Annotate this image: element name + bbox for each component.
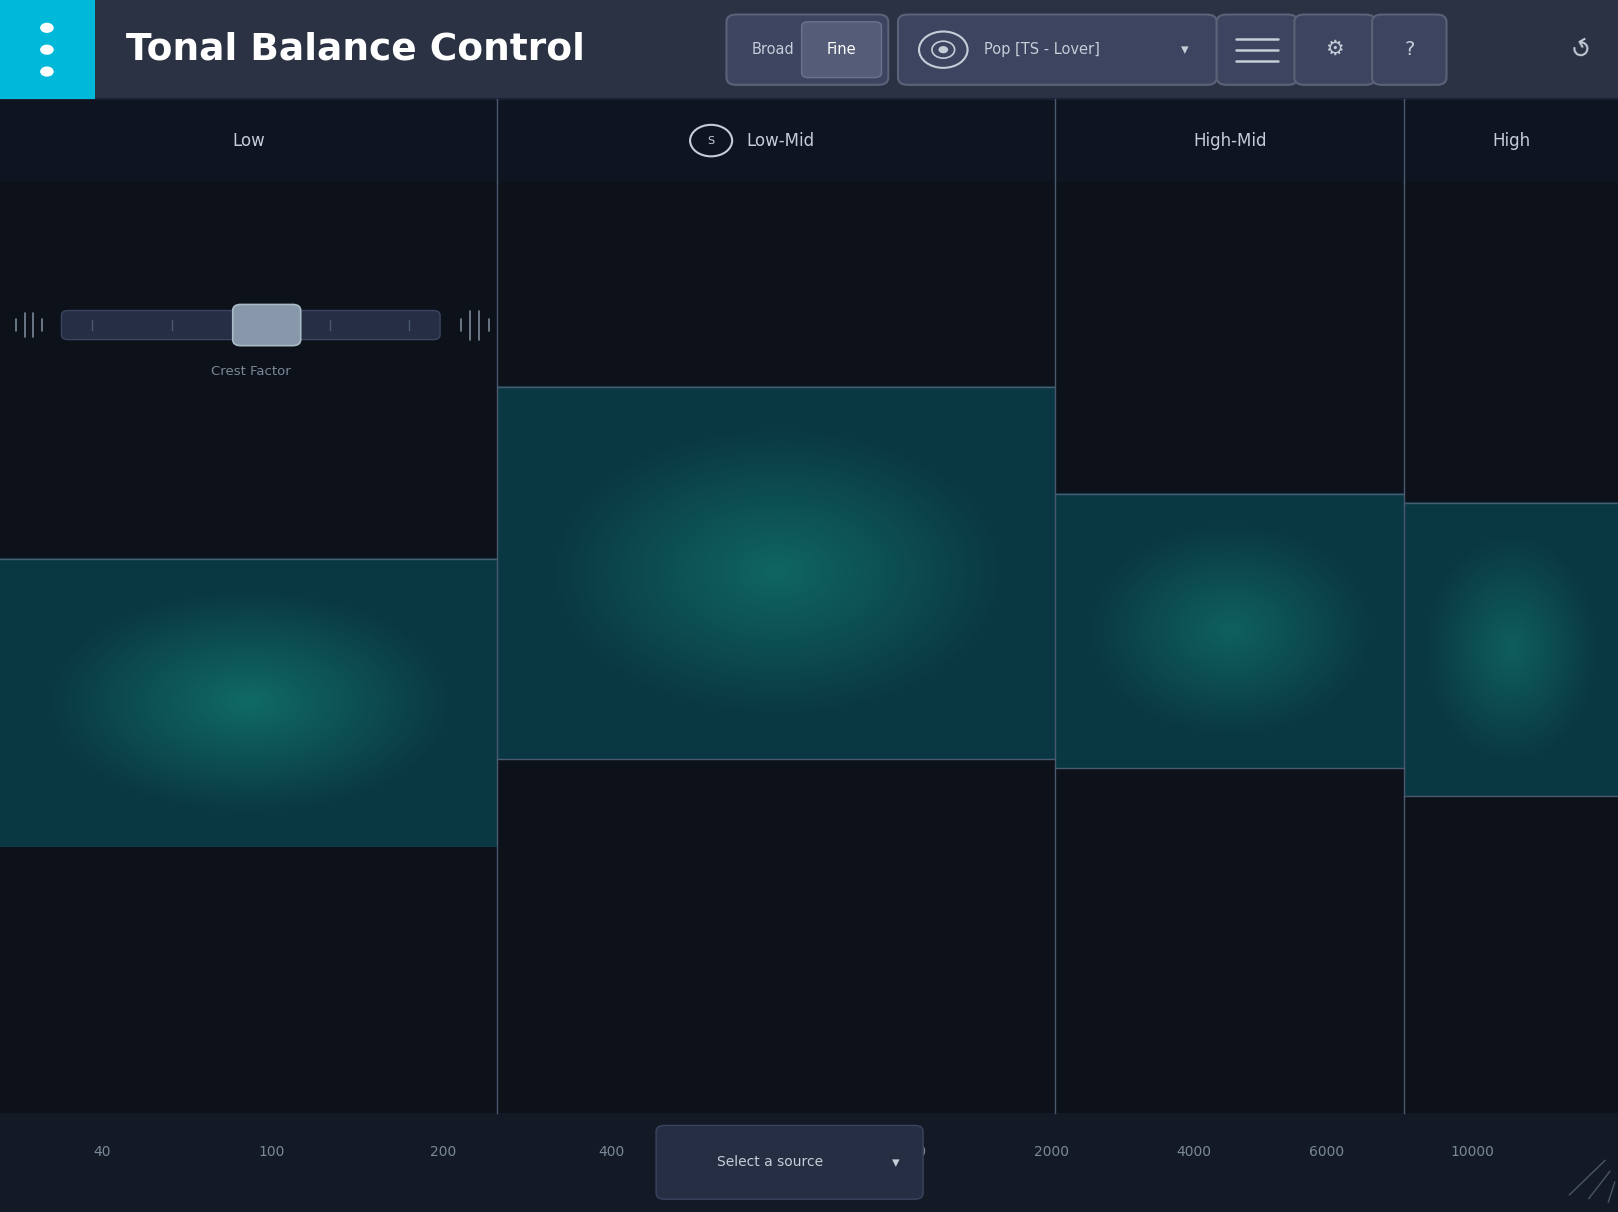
Bar: [1404, 182, 1618, 503]
FancyBboxPatch shape: [1372, 15, 1446, 85]
Text: Select a source: Select a source: [717, 1155, 824, 1170]
Text: Tonal Balance Control: Tonal Balance Control: [126, 32, 586, 68]
Text: Low-Mid: Low-Mid: [748, 132, 815, 149]
Text: 4000: 4000: [1176, 1145, 1212, 1160]
FancyBboxPatch shape: [1217, 15, 1298, 85]
Text: ↺: ↺: [1568, 34, 1597, 65]
FancyBboxPatch shape: [726, 15, 888, 85]
Circle shape: [40, 67, 53, 76]
Text: Low: Low: [231, 132, 265, 149]
Bar: [497, 182, 1055, 387]
Text: Fine: Fine: [827, 42, 856, 57]
Bar: [0, 1113, 1618, 1212]
Bar: [0, 0, 95, 99]
Text: 400: 400: [599, 1145, 625, 1160]
FancyBboxPatch shape: [61, 310, 440, 339]
Circle shape: [40, 45, 53, 55]
Text: 200: 200: [430, 1145, 456, 1160]
Bar: [0, 0, 1618, 99]
Text: ⚙: ⚙: [1325, 39, 1345, 58]
Bar: [1055, 182, 1404, 493]
Text: S: S: [707, 136, 715, 145]
FancyBboxPatch shape: [898, 15, 1217, 85]
Bar: [1055, 768, 1404, 1113]
Text: 100: 100: [259, 1145, 285, 1160]
Bar: [0, 847, 497, 1113]
Text: High-Mid: High-Mid: [1192, 132, 1267, 149]
Text: 6000: 6000: [1309, 1145, 1345, 1160]
Bar: [1404, 796, 1618, 1113]
Text: 2000: 2000: [1034, 1145, 1069, 1160]
Text: High: High: [1492, 132, 1531, 149]
Text: 40: 40: [94, 1145, 110, 1160]
Bar: [0, 182, 497, 559]
Text: 600: 600: [741, 1145, 767, 1160]
FancyBboxPatch shape: [233, 304, 301, 345]
Circle shape: [40, 23, 53, 33]
Text: Crest Factor: Crest Factor: [210, 365, 291, 378]
Text: 10000: 10000: [1450, 1145, 1495, 1160]
Bar: [0, 99, 1618, 182]
Circle shape: [938, 46, 948, 53]
Text: ▾: ▾: [892, 1155, 900, 1170]
Text: Broad: Broad: [752, 42, 794, 57]
FancyBboxPatch shape: [1294, 15, 1375, 85]
FancyBboxPatch shape: [801, 22, 882, 78]
Bar: [497, 759, 1055, 1113]
Text: ?: ?: [1404, 40, 1414, 59]
Text: ▾: ▾: [1181, 42, 1188, 57]
FancyBboxPatch shape: [655, 1126, 922, 1199]
Text: 1000: 1000: [892, 1145, 927, 1160]
Text: Pop [TS - Lover]: Pop [TS - Lover]: [984, 42, 1100, 57]
